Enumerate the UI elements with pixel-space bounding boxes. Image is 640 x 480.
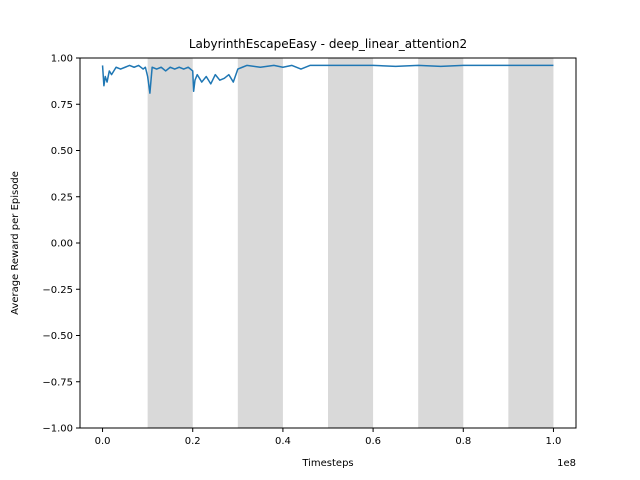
shaded-region-1 bbox=[147, 58, 193, 428]
y-axis-label: Average Reward per Episode bbox=[10, 171, 21, 315]
y-tick-label: 0.00 bbox=[51, 239, 73, 250]
shaded-regions bbox=[147, 58, 554, 428]
y-tick-label: 0.25 bbox=[51, 192, 73, 203]
y-tick-label: −1.00 bbox=[42, 424, 73, 435]
y-tick-label: −0.75 bbox=[42, 377, 73, 388]
shaded-region-5 bbox=[508, 58, 554, 428]
shaded-region-4 bbox=[418, 58, 464, 428]
shaded-region-2 bbox=[237, 58, 283, 428]
y-tick-label: −0.25 bbox=[42, 285, 73, 296]
x-axis-label: Timesteps bbox=[301, 458, 353, 469]
x-axis-multiplier: 1e8 bbox=[557, 458, 576, 469]
series-layer bbox=[101, 64, 554, 94]
x-tick-label: 0.2 bbox=[185, 436, 201, 447]
x-tick-label: 0.8 bbox=[455, 436, 471, 447]
y-tick-label: 0.50 bbox=[51, 146, 73, 157]
series-line-1 bbox=[101, 64, 554, 94]
chart-title: LabyrinthEscapeEasy - deep_linear_attent… bbox=[189, 37, 467, 51]
y-tick-label: 1.00 bbox=[51, 54, 73, 65]
shaded-region-3 bbox=[328, 58, 374, 428]
x-axis-ticks: 0.0 0.2 0.4 0.6 0.8 1.0 bbox=[95, 428, 562, 447]
x-tick-label: 0.4 bbox=[275, 436, 291, 447]
x-tick-label: 0.0 bbox=[95, 436, 111, 447]
y-tick-label: −0.50 bbox=[42, 331, 73, 342]
y-tick-label: 0.75 bbox=[51, 100, 73, 111]
x-tick-label: 0.6 bbox=[365, 436, 381, 447]
x-tick-label: 1.0 bbox=[546, 436, 562, 447]
y-axis-ticks: −1.00 −0.75 −0.50 −0.25 0.00 0.25 0.50 0.75 1.00 bbox=[42, 54, 80, 435]
